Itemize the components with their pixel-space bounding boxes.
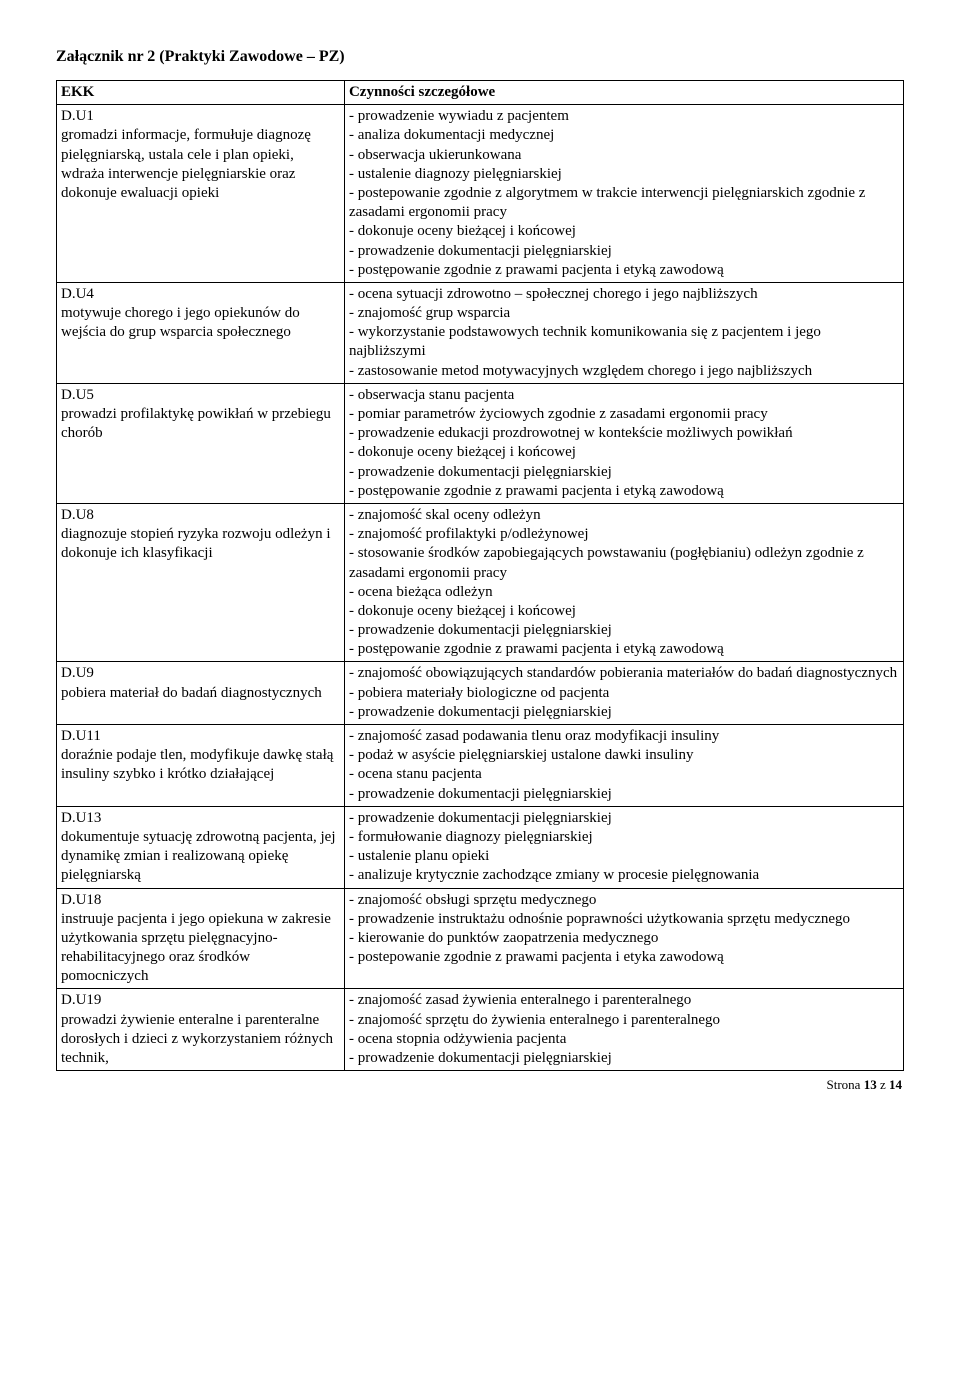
table-row: D.U18instruuje pacjenta i jego opiekuna … <box>57 888 904 989</box>
footer-total: 14 <box>889 1077 902 1092</box>
footer-page: 13 <box>864 1077 877 1092</box>
table-cell: - znajomość obowiązujących standardów po… <box>344 662 903 725</box>
footer-sep: z <box>877 1077 889 1092</box>
table-cell: D.U11doraźnie podaje tlen, modyfikuje da… <box>57 725 345 807</box>
table-cell: - prowadzenie wywiadu z pacjentem- anali… <box>344 105 903 283</box>
table-row: D.U5prowadzi profilaktykę powikłań w prz… <box>57 383 904 503</box>
table-header-ekk: EKK <box>57 81 345 105</box>
table-cell: D.U1gromadzi informacje, formułuje diagn… <box>57 105 345 283</box>
table-cell: - znajomość skal oceny odleżyn- znajomoś… <box>344 503 903 662</box>
page-title: Załącznik nr 2 (Praktyki Zawodowe – PZ) <box>56 48 904 66</box>
table-row: D.U13dokumentuje sytuację zdrowotną pacj… <box>57 806 904 888</box>
table-cell: - obserwacja stanu pacjenta- pomiar para… <box>344 383 903 503</box>
footer-prefix: Strona <box>827 1077 864 1092</box>
table-row: D.U11doraźnie podaje tlen, modyfikuje da… <box>57 725 904 807</box>
table-cell: D.U4motywuje chorego i jego opiekunów do… <box>57 282 345 383</box>
table-cell: - ocena sytuacji zdrowotno – społecznej … <box>344 282 903 383</box>
table-header-czynnosci: Czynności szczegółowe <box>344 81 903 105</box>
table-cell: D.U19prowadzi żywienie enteralne i paren… <box>57 989 345 1071</box>
table-cell: D.U5prowadzi profilaktykę powikłań w prz… <box>57 383 345 503</box>
table-row: D.U4motywuje chorego i jego opiekunów do… <box>57 282 904 383</box>
table-row: D.U1gromadzi informacje, formułuje diagn… <box>57 105 904 283</box>
table-cell: - prowadzenie dokumentacji pielęgniarski… <box>344 806 903 888</box>
table-row: D.U9pobiera materiał do badań diagnostyc… <box>57 662 904 725</box>
table-cell: D.U8diagnozuje stopień ryzyka rozwoju od… <box>57 503 345 662</box>
table-row: D.U19prowadzi żywienie enteralne i paren… <box>57 989 904 1071</box>
table-cell: D.U13dokumentuje sytuację zdrowotną pacj… <box>57 806 345 888</box>
table-cell: D.U9pobiera materiał do badań diagnostyc… <box>57 662 345 725</box>
table-row: D.U8diagnozuje stopień ryzyka rozwoju od… <box>57 503 904 662</box>
table-cell: - znajomość zasad żywienia enteralnego i… <box>344 989 903 1071</box>
table-cell: - znajomość obsługi sprzętu medycznego- … <box>344 888 903 989</box>
page-footer: Strona 13 z 14 <box>56 1077 904 1093</box>
table-cell: D.U18instruuje pacjenta i jego opiekuna … <box>57 888 345 989</box>
ekk-table: EKKCzynności szczegółoweD.U1gromadzi inf… <box>56 80 904 1071</box>
table-cell: - znajomość zasad podawania tlenu oraz m… <box>344 725 903 807</box>
